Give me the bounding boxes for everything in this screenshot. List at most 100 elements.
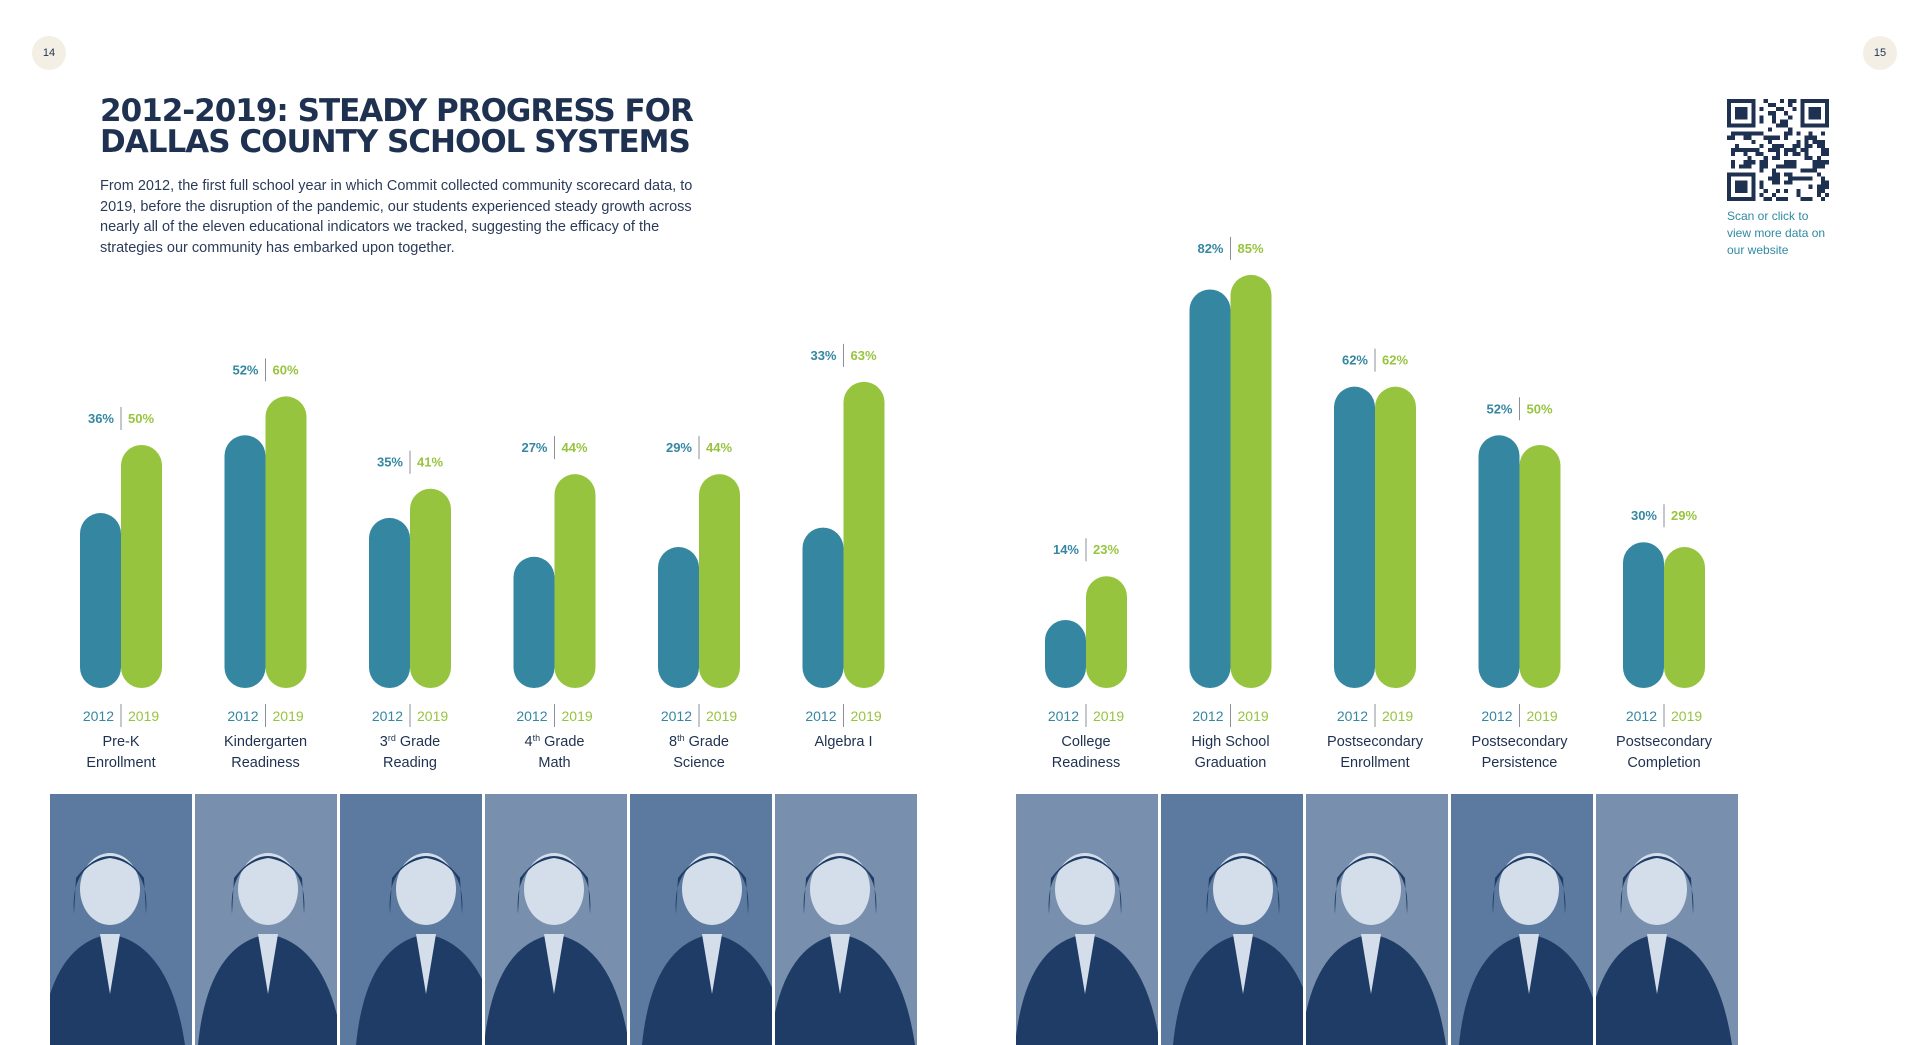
year-label-2019-5: 2019 bbox=[851, 708, 882, 724]
category-sublabel-2: Reading bbox=[383, 755, 437, 771]
photo-student-pre-k-image bbox=[50, 794, 192, 1045]
data-label-2012-10: 30% bbox=[1631, 508, 1657, 523]
qr-module bbox=[1771, 135, 1776, 140]
qr-module bbox=[1767, 176, 1772, 181]
qr-module bbox=[1808, 184, 1813, 189]
qr-module bbox=[1816, 164, 1821, 169]
qr-module bbox=[1824, 147, 1829, 153]
bar-2012-4 bbox=[658, 547, 699, 688]
photo-collar bbox=[1647, 934, 1667, 994]
year-label-2019-8: 2019 bbox=[1382, 708, 1413, 724]
data-label-2012-1: 52% bbox=[232, 362, 258, 377]
bar-2019-5 bbox=[843, 381, 885, 688]
photo-student-enrollment bbox=[1306, 794, 1448, 1045]
qr-module bbox=[1800, 196, 1805, 201]
qr-module bbox=[1731, 135, 1736, 140]
bar-2012-7 bbox=[1189, 289, 1231, 688]
bar-2012-6 bbox=[1045, 619, 1086, 688]
photo-student-kindergarten bbox=[195, 794, 337, 1045]
qr-code-icon[interactable] bbox=[1727, 99, 1829, 201]
photo-face bbox=[682, 853, 742, 925]
qr-module bbox=[1771, 192, 1776, 197]
qr-module bbox=[1792, 160, 1797, 165]
qr-module bbox=[1816, 192, 1821, 197]
data-label-2012-9: 52% bbox=[1486, 401, 1512, 416]
qr-module bbox=[1788, 147, 1793, 153]
qr-module bbox=[1743, 135, 1748, 140]
qr-module bbox=[1804, 139, 1809, 144]
qr-module bbox=[1775, 180, 1781, 185]
qr-module bbox=[1820, 180, 1825, 185]
category-label-10: Postsecondary bbox=[1616, 734, 1713, 750]
bar-2012-9 bbox=[1478, 435, 1520, 688]
category-sublabel-7: Graduation bbox=[1195, 755, 1267, 771]
data-label-2019-3: 44% bbox=[562, 440, 588, 455]
qr-module bbox=[1816, 172, 1821, 177]
qr-module bbox=[1804, 196, 1809, 201]
qr-module bbox=[1784, 111, 1789, 116]
bar-2012-10 bbox=[1623, 542, 1664, 688]
photo-face bbox=[524, 853, 584, 925]
qr-module bbox=[1747, 156, 1752, 161]
photo-collar bbox=[702, 934, 722, 994]
qr-module bbox=[1820, 188, 1825, 193]
qr-module bbox=[1804, 135, 1809, 140]
title-line-2: DALLAS COUNTY SCHOOL SYSTEMS bbox=[100, 124, 691, 160]
photo-collar bbox=[544, 934, 564, 994]
photo-collar bbox=[1075, 934, 1095, 994]
qr-caption[interactable]: Scan or click to view more data on our w… bbox=[1727, 208, 1837, 259]
qr-module bbox=[1816, 143, 1821, 148]
page-number-left: 14 bbox=[32, 36, 66, 70]
qr-module bbox=[1759, 184, 1764, 189]
data-label-2019-10: 29% bbox=[1671, 508, 1697, 523]
qr-module bbox=[1763, 164, 1768, 169]
bar-2019-8 bbox=[1375, 386, 1416, 688]
bar-2012-5 bbox=[802, 527, 844, 688]
year-label-2012-10: 2012 bbox=[1626, 708, 1657, 724]
bar-chart: 36% 50% 2012 2019 Pre-K Enrollment 52% 60% 2012 2… bbox=[80, 236, 1713, 771]
bar-2019-0 bbox=[121, 445, 162, 688]
qr-module bbox=[1780, 119, 1785, 124]
qr-module bbox=[1824, 160, 1829, 165]
photo-face bbox=[80, 853, 140, 925]
bar-2012-0 bbox=[80, 513, 121, 688]
data-label-2019-9: 50% bbox=[1527, 401, 1553, 416]
qr-module bbox=[1743, 164, 1748, 169]
qr-module bbox=[1771, 156, 1776, 161]
photo-shoulders bbox=[50, 934, 185, 1045]
photo-shoulders bbox=[1173, 934, 1303, 1045]
qr-module bbox=[1747, 164, 1752, 169]
qr-module bbox=[1792, 143, 1797, 148]
category-sublabel-0: Enrollment bbox=[86, 755, 155, 771]
bar-2019-4 bbox=[699, 474, 740, 688]
qr-module bbox=[1759, 119, 1764, 124]
qr-module bbox=[1816, 184, 1821, 189]
photo-collar bbox=[1361, 934, 1381, 994]
category-label-8: Postsecondary bbox=[1327, 734, 1424, 750]
qr-module bbox=[1759, 164, 1764, 169]
qr-module bbox=[1808, 156, 1813, 161]
photo-student-kindergarten-image bbox=[195, 794, 337, 1045]
photo-student-persistence-image bbox=[1451, 794, 1593, 1045]
qr-module bbox=[1775, 196, 1781, 201]
qr-module bbox=[1796, 192, 1801, 197]
qr-module bbox=[1735, 143, 1740, 148]
bar-2019-7 bbox=[1230, 274, 1272, 688]
qr-module bbox=[1792, 107, 1797, 112]
category-sublabel-4: Science bbox=[673, 755, 725, 771]
category-label-7: High School bbox=[1191, 734, 1269, 750]
photo-shoulders bbox=[642, 934, 772, 1045]
qr-finder-inner-1 bbox=[1735, 107, 1748, 120]
qr-module bbox=[1796, 131, 1801, 136]
qr-module bbox=[1767, 111, 1772, 116]
qr-module bbox=[1812, 135, 1817, 140]
qr-module bbox=[1792, 164, 1797, 169]
qr-finder-inner-3 bbox=[1735, 180, 1748, 193]
qr-module bbox=[1796, 176, 1801, 181]
photo-strip-right bbox=[1016, 794, 1738, 1045]
qr-module bbox=[1775, 164, 1781, 169]
qr-module bbox=[1788, 131, 1793, 136]
bar-2012-2 bbox=[369, 517, 410, 688]
qr-module bbox=[1788, 115, 1793, 120]
photo-student-algebra-image bbox=[775, 794, 917, 1045]
